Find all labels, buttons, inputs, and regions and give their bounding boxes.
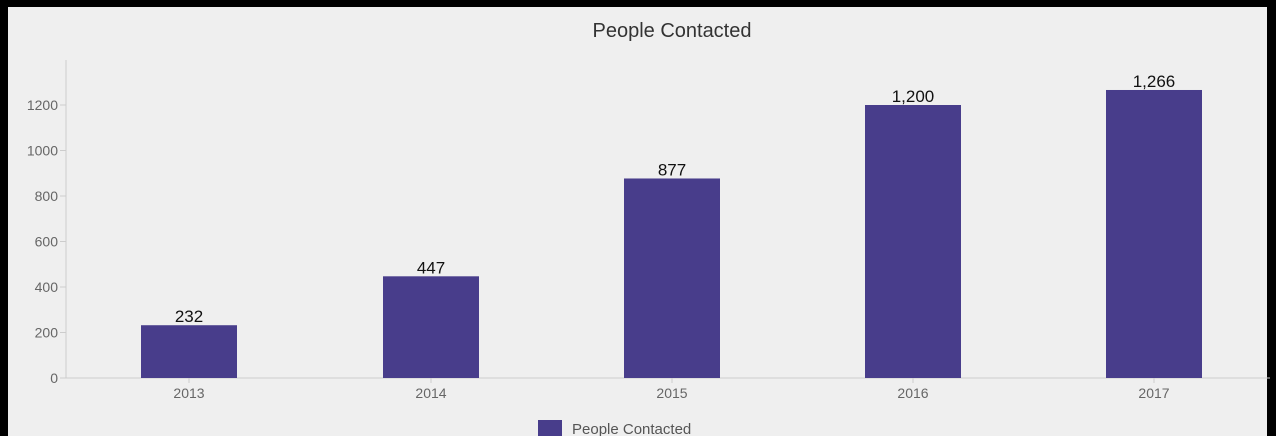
bar-series (141, 89, 1202, 379)
y-tick-label: 400 (35, 279, 59, 295)
x-tick-label: 2015 (656, 385, 687, 401)
data-labels: 232 447 877 1,200 1,266 (175, 72, 1175, 326)
x-tick-label: 2014 (415, 385, 446, 401)
y-tick-label: 1200 (27, 97, 58, 113)
y-tick-label: 1000 (27, 143, 58, 159)
y-tick-label: 600 (35, 234, 59, 250)
x-tick-label: 2017 (1138, 385, 1169, 401)
data-label-2017: 1,266 (1133, 72, 1176, 91)
x-tick-label: 2013 (173, 385, 204, 401)
data-label-2015: 877 (658, 160, 686, 179)
x-axis: 2013 2014 2015 2016 2017 (66, 377, 1270, 401)
legend[interactable]: People Contacted (538, 420, 691, 436)
data-label-2013: 232 (175, 307, 203, 326)
bar-2016[interactable] (865, 105, 961, 378)
y-tick-label: 0 (50, 370, 58, 386)
bar-2015[interactable] (624, 178, 720, 378)
bar-2013[interactable] (141, 325, 237, 378)
legend-label[interactable]: People Contacted (572, 421, 691, 436)
chart-title: People Contacted (592, 20, 751, 42)
y-tick-label: 800 (35, 188, 59, 204)
y-tick-label: 200 (35, 325, 59, 341)
bar-2017[interactable] (1106, 89, 1202, 379)
data-label-2014: 447 (417, 258, 445, 277)
x-tick-label: 2016 (897, 385, 928, 401)
bar-2014[interactable] (383, 276, 479, 378)
legend-swatch[interactable] (538, 420, 562, 436)
y-axis: 0 200 400 600 800 1000 1200 (27, 60, 67, 386)
data-label-2016: 1,200 (892, 87, 935, 106)
